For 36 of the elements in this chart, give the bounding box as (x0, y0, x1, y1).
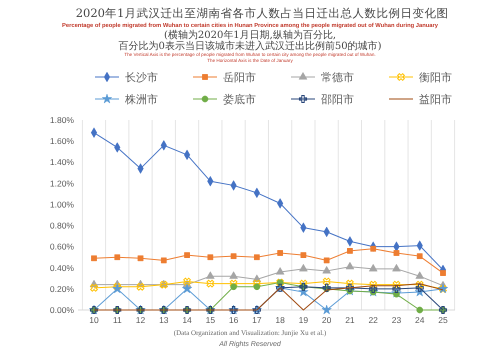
legend-label: 益阳市 (419, 93, 452, 106)
x-tick-label: 19 (298, 315, 308, 325)
legend-label: 衡阳市 (419, 71, 452, 84)
x-tick-label: 21 (345, 315, 355, 325)
x-tick-label: 12 (136, 315, 146, 325)
y-tick-label: 0.80% (50, 220, 74, 231)
y-tick-label: 1.00% (50, 199, 74, 210)
y-tick-label: 1.40% (50, 157, 74, 168)
x-tick-label: 16 (228, 315, 239, 325)
y-tick-label: 0.20% (50, 284, 74, 294)
y-tick-label: 1.20% (50, 178, 74, 188)
x-tick-label: 14 (182, 315, 192, 325)
chart-title: 2020年1月武汉迁出至湖南省各市人数占当日迁出总人数比例日变化图 (76, 6, 448, 20)
x-tick-label: 25 (438, 315, 448, 325)
legend-label: 长沙市 (125, 71, 158, 84)
legend-label: 娄底市 (223, 93, 256, 106)
y-tick-label: 1.80% (50, 115, 74, 125)
text: (横轴为2020年1月日期,纵轴为百分比,百分比为0表示当日该城市未进入武汉迁出比例前50的城市) (118, 29, 382, 52)
y-tick-label: 0.00% (50, 305, 74, 315)
x-tick-label: 15 (206, 315, 216, 325)
x-tick-label: 10 (89, 315, 99, 325)
x-tick-label: 23 (392, 315, 402, 325)
x-tick-label: 13 (159, 315, 169, 325)
x-tick-label: 17 (252, 315, 262, 325)
legend-label: 常德市 (321, 71, 354, 84)
legend-label: 岳阳市 (223, 71, 256, 84)
y-tick-label: 0.60% (50, 242, 74, 252)
x-tick-label: 20 (322, 315, 332, 325)
legend-label: 邵阳市 (321, 93, 354, 106)
y-tick-label: 0.40% (50, 262, 74, 273)
x-tick-label: 22 (368, 315, 378, 325)
x-tick-label: 11 (112, 315, 122, 325)
legend-label: 株洲市 (124, 93, 158, 106)
x-tick-label: 18 (275, 315, 286, 325)
y-tick-label: 1.60% (50, 136, 74, 146)
x-tick-label: 24 (415, 315, 425, 325)
